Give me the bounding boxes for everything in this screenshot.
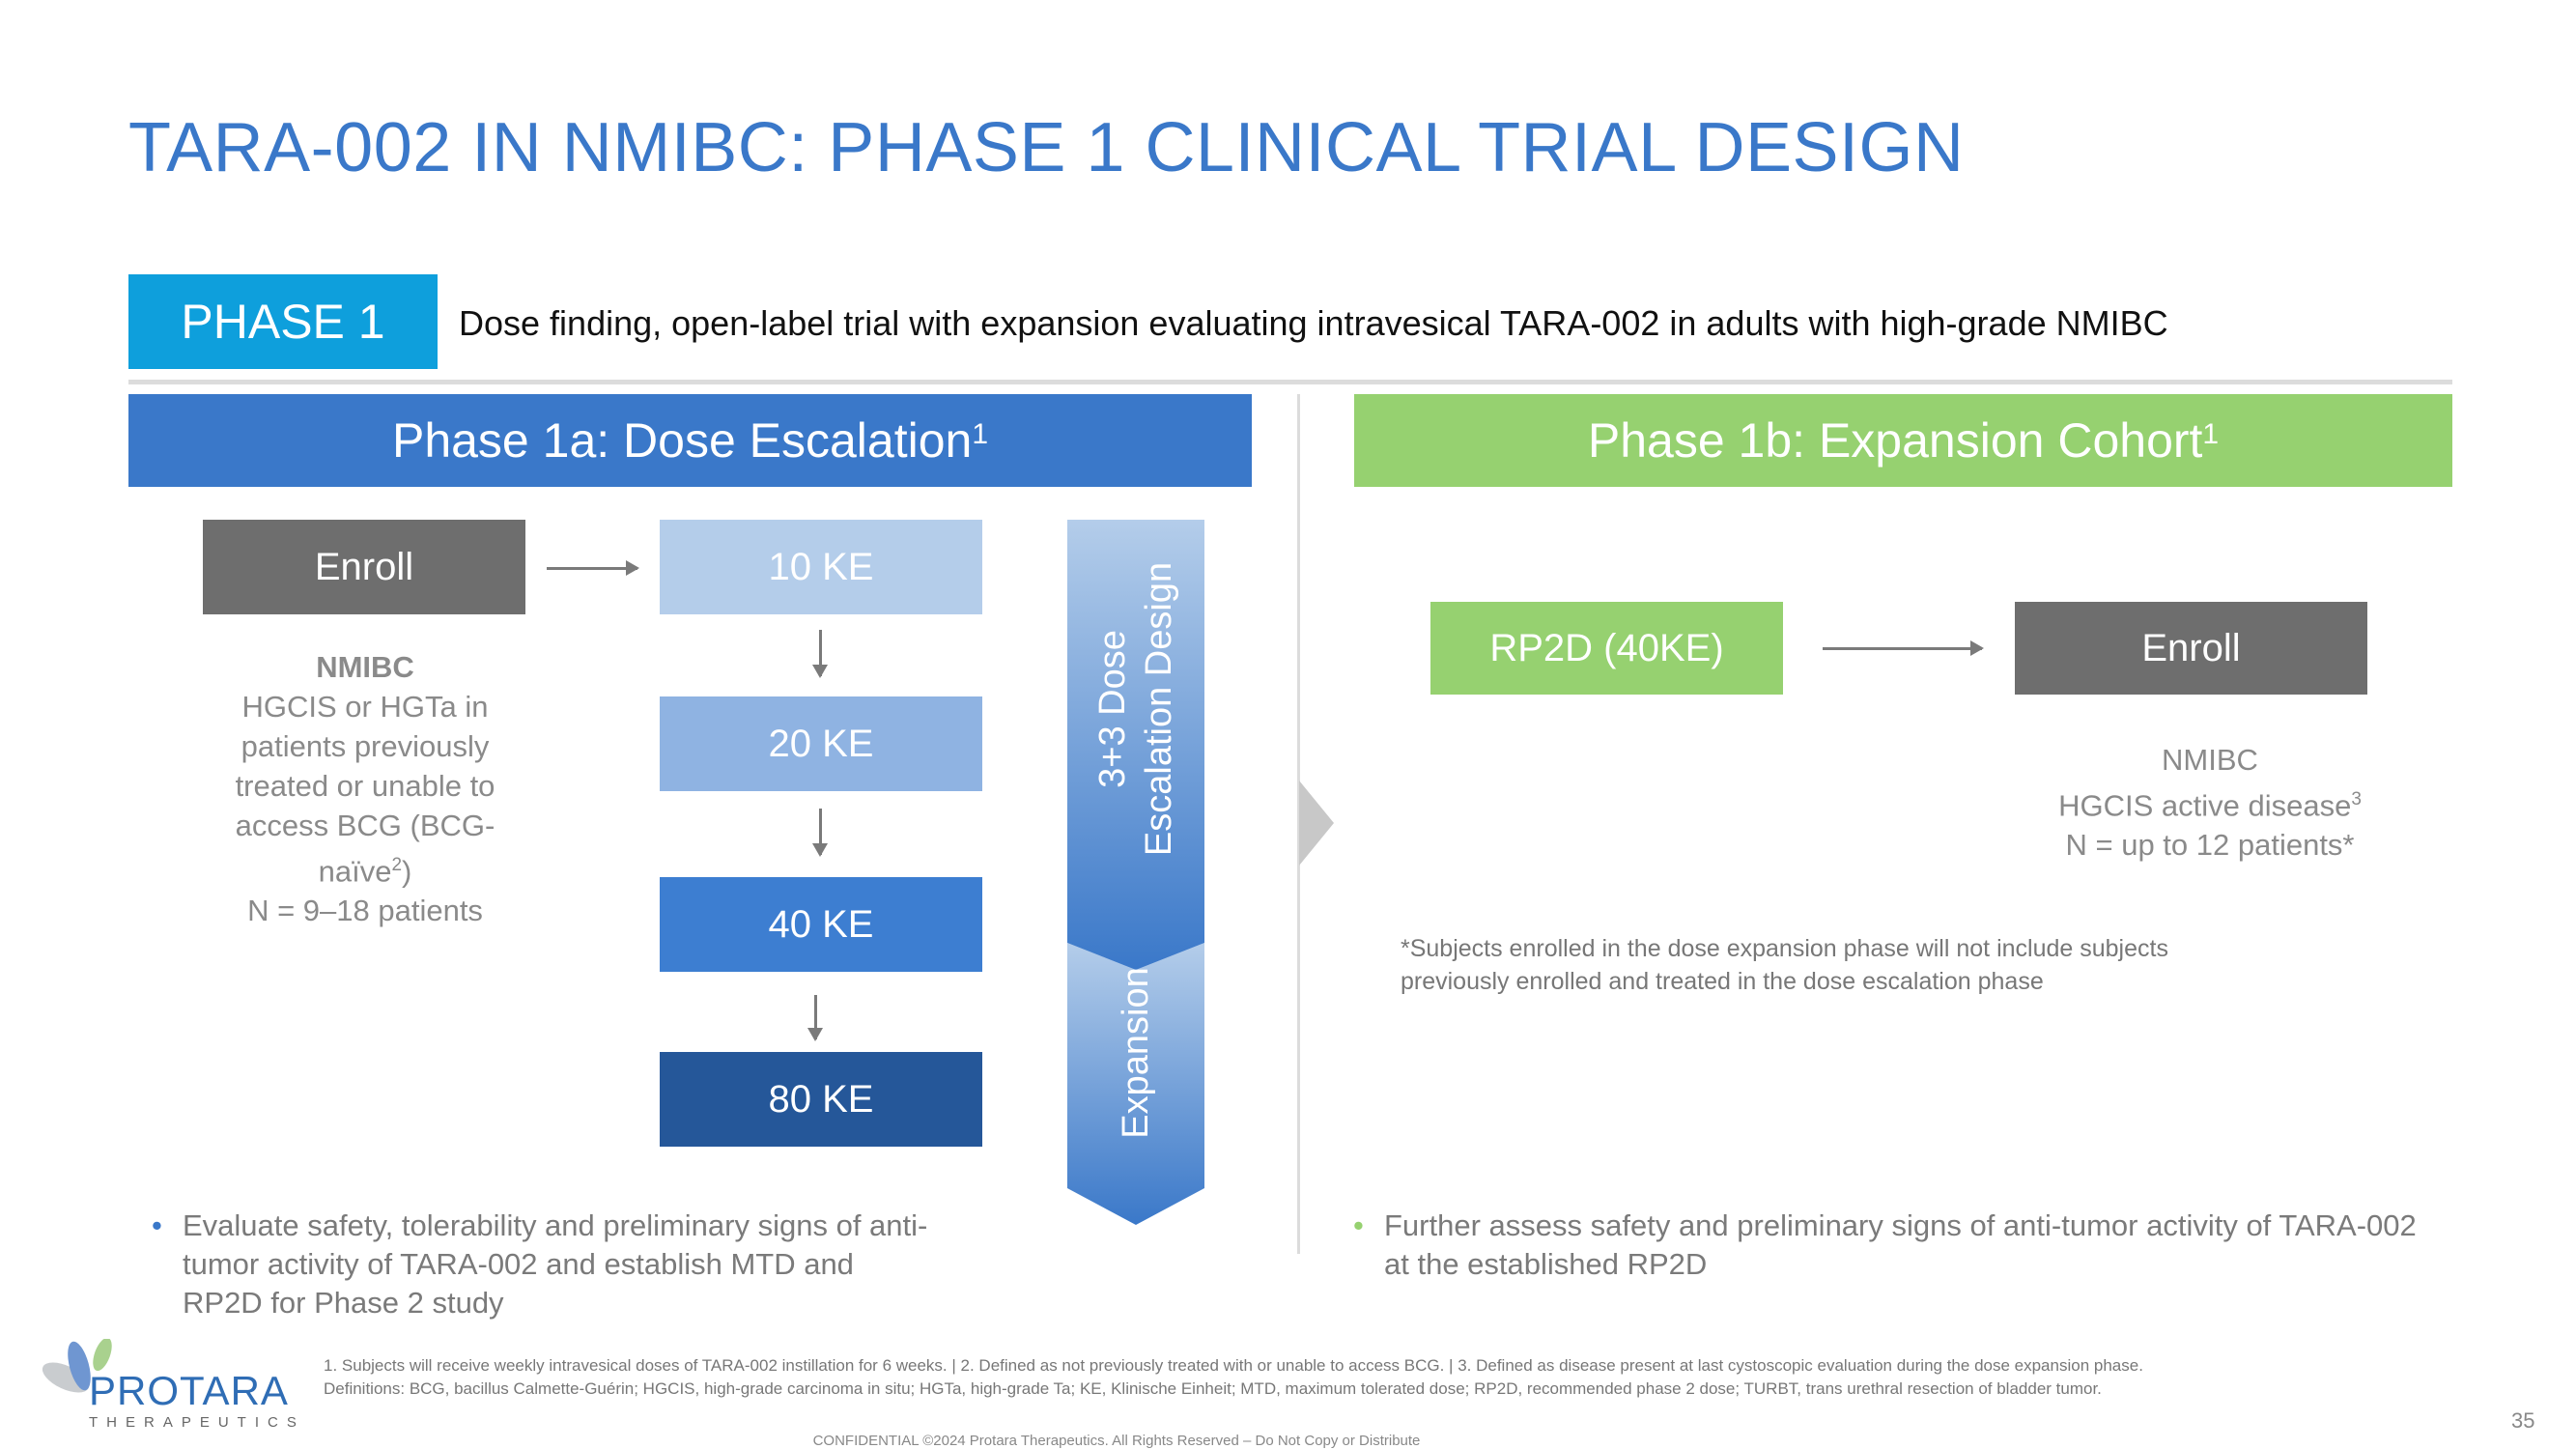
expansion-chevron [1067, 943, 1204, 1225]
phase1a-bullet: • Evaluate safety, tolerability and prel… [152, 1208, 928, 1320]
divider [128, 380, 2452, 384]
arrow-down-icon [812, 630, 828, 678]
population-line: patients previously [241, 729, 490, 763]
population-heading: NMIBC [316, 650, 414, 684]
phase1a-population: NMIBC HGCIS or HGTa in patients previous… [184, 647, 547, 930]
play-triangle-icon [1299, 781, 1334, 866]
population-line: HGCIS or HGTa in [241, 690, 489, 724]
population-line: treated or unable to [235, 769, 495, 803]
arrow-right-icon [1823, 640, 1984, 656]
population-line: access BCG (BCG- [235, 809, 495, 842]
expansion-label: Expansion [1116, 967, 1156, 1139]
phase1b-bullet: • Further assess safety and preliminary … [1353, 1208, 2417, 1281]
leaf-icon [42, 1339, 112, 1393]
population-n: N = up to 12 patients* [2065, 828, 2355, 863]
footnote-ref: 1 [2202, 418, 2220, 450]
arrow-down-icon [812, 809, 828, 857]
bullet-icon: • [1353, 1208, 1364, 1242]
escalation-design-chevron [1067, 520, 1204, 1225]
enroll-box-1b: Enroll [2015, 602, 2367, 695]
phase1a-header-text: Phase 1a: Dose Escalation [391, 413, 973, 468]
trial-description: Dose finding, open-label trial with expa… [459, 303, 2168, 343]
phase1a-header: Phase 1a: Dose Escalation 1 [128, 394, 1252, 487]
dose-box-20ke: 20 KE [660, 696, 982, 791]
footnotes: 1. Subjects will receive weekly intraves… [324, 1354, 2143, 1401]
page-number: 35 [2511, 1408, 2535, 1433]
bullet-icon: • [152, 1208, 162, 1242]
phase-badge: PHASE 1 [128, 274, 438, 369]
page-title: TARA-002 IN NMIBC: PHASE 1 CLINICAL TRIA… [128, 109, 1965, 186]
arrow-down-icon [807, 995, 823, 1041]
phase1b-header-text: Phase 1b: Expansion Cohort [1587, 413, 2203, 468]
escalation-chevron [1067, 520, 1204, 970]
column-divider [1297, 394, 1300, 1254]
expansion-note: *Subjects enrolled in the dose expansion… [1401, 935, 2168, 995]
footnote-line: 1. Subjects will receive weekly intraves… [324, 1356, 2143, 1375]
population-line: HGCIS active disease3 [2058, 788, 2362, 823]
rp2d-box: RP2D (40KE) [1430, 602, 1783, 695]
phase1b-header: Phase 1b: Expansion Cohort 1 [1354, 394, 2452, 487]
footnote-ref: 1 [972, 418, 989, 450]
design-label: 3+3 Dose Escalation Design [1092, 561, 1179, 857]
confidential-notice: CONFIDENTIAL ©2024 Protara Therapeutics.… [812, 1433, 1421, 1449]
dose-box-40ke: 40 KE [660, 877, 982, 972]
population-n: N = 9–18 patients [247, 894, 483, 928]
dose-box-10ke: 10 KE [660, 520, 982, 614]
dose-box-80ke: 80 KE [660, 1052, 982, 1147]
population-heading: NMIBC [2162, 743, 2258, 777]
arrow-right-icon [547, 560, 639, 576]
enroll-box-1a: Enroll [203, 520, 525, 614]
footnote-line: Definitions: BCG, bacillus Calmette-Guér… [324, 1379, 2102, 1398]
population-line: naïve2) [318, 854, 412, 889]
protara-logo: PROTARA THERAPEUTICS [39, 1339, 299, 1435]
phase1b-population: NMIBC HGCIS active disease3 N = up to 12… [2017, 740, 2403, 865]
